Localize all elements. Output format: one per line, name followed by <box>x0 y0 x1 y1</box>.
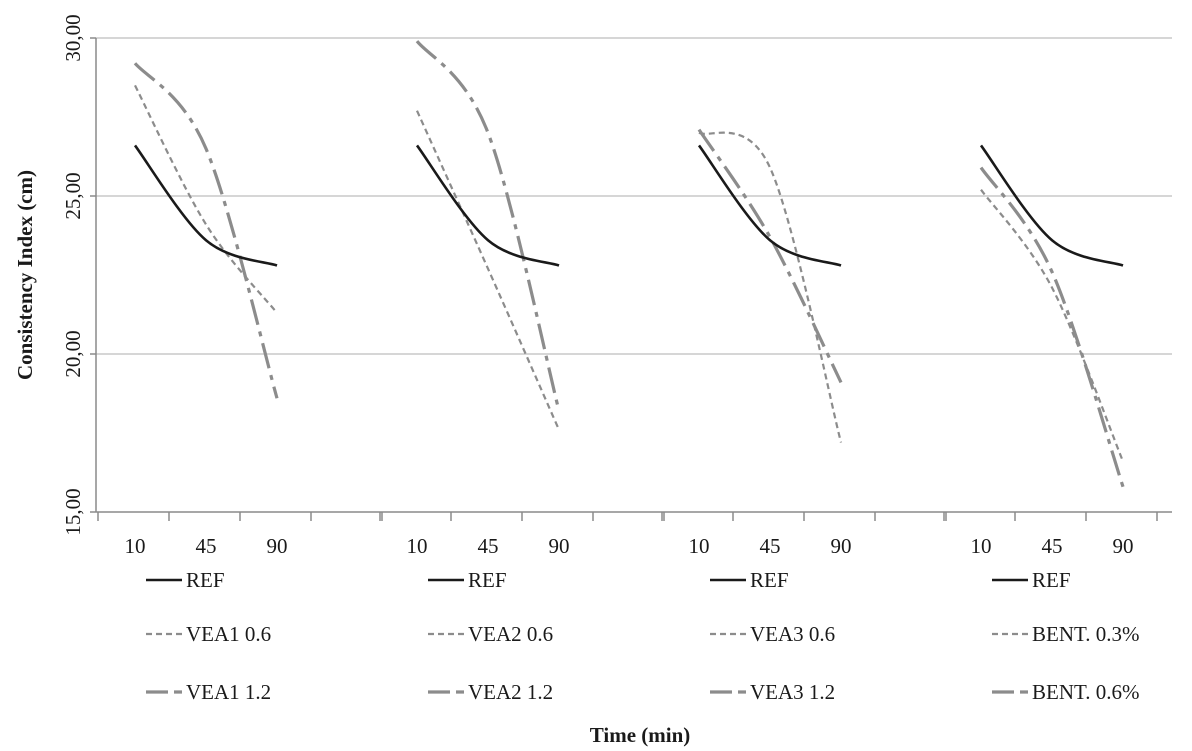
series-line-bent-0-3 <box>980 189 1125 462</box>
x-axis-title: Time (min) <box>590 723 691 747</box>
gridlines <box>96 37 1172 355</box>
legend-label: REF <box>186 568 225 592</box>
x-tick-label: 45 <box>1042 534 1063 558</box>
series-line-vea2-1-2 <box>415 40 561 412</box>
x-tick-label: 90 <box>831 534 852 558</box>
series-line-vea3-1-2 <box>697 128 843 384</box>
series-line-vea3-0-6 <box>698 131 843 443</box>
legend-label: REF <box>1032 568 1071 592</box>
series-line-vea2-0-6 <box>415 110 561 431</box>
y-axis-title: Consistency Index (cm) <box>13 170 37 380</box>
series-line-vea1-1-2 <box>133 62 279 399</box>
tick-labels: 15,00 20,00 25,00 30,00 10 45 90 10 45 90 10 45 90 10… <box>61 14 1134 558</box>
series-line-ref <box>979 144 1124 267</box>
x-tick-label: 45 <box>196 534 217 558</box>
y-tick-label: 25,00 <box>61 172 85 219</box>
series-line-ref <box>697 144 842 267</box>
legend-label: VEA1 0.6 <box>186 622 271 646</box>
legend-label: VEA2 0.6 <box>468 622 553 646</box>
x-tick-label: 10 <box>689 534 710 558</box>
x-tick-label: 10 <box>971 534 992 558</box>
legend-label: VEA3 0.6 <box>750 622 835 646</box>
y-tick-label: 15,00 <box>61 488 85 535</box>
legend: REF VEA1 0.6 VEA1 1.2 REF VEA2 0.6 VEA2 1.2 RE… <box>146 568 1140 704</box>
x-tick-label: 45 <box>760 534 781 558</box>
legend-label: VEA3 1.2 <box>750 680 835 704</box>
x-tick-label: 90 <box>549 534 570 558</box>
x-tick-label: 10 <box>125 534 146 558</box>
x-tick-label: 45 <box>478 534 499 558</box>
axes <box>90 37 1172 521</box>
legend-label: VEA2 1.2 <box>468 680 553 704</box>
legend-label: REF <box>468 568 507 592</box>
series-line-vea1-0-6 <box>134 84 278 314</box>
x-tick-label: 90 <box>267 534 288 558</box>
y-tick-label: 20,00 <box>61 330 85 377</box>
y-tick-label: 30,00 <box>61 14 85 61</box>
plot-area <box>133 40 1125 488</box>
series-line-bent-0-6 <box>979 166 1125 488</box>
legend-label: VEA1 1.2 <box>186 680 271 704</box>
series-line-ref <box>133 144 278 267</box>
x-tick-label: 90 <box>1113 534 1134 558</box>
series-line-ref <box>415 144 560 267</box>
legend-label: BENT. 0.3% <box>1032 622 1140 646</box>
x-tick-label: 10 <box>407 534 428 558</box>
legend-label: BENT. 0.6% <box>1032 680 1140 704</box>
legend-label: REF <box>750 568 789 592</box>
